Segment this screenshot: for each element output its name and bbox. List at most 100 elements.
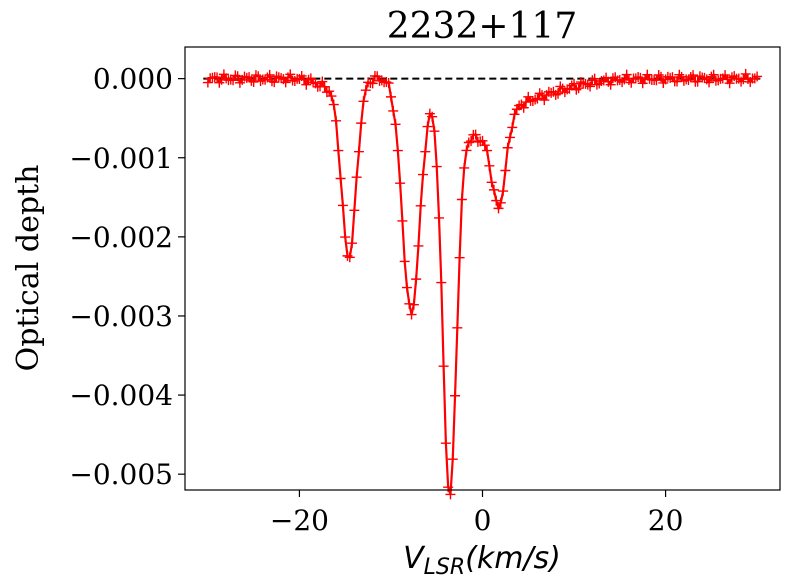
data-point bbox=[708, 69, 719, 80]
data-point bbox=[587, 75, 598, 86]
data-point bbox=[289, 75, 300, 86]
x-axis-label-unit: (km/s) bbox=[465, 541, 561, 576]
data-point bbox=[520, 97, 531, 108]
data-point bbox=[589, 73, 600, 84]
data-point bbox=[566, 80, 577, 91]
data-point bbox=[202, 77, 213, 88]
data-point bbox=[255, 76, 266, 87]
y-axis-label: Optical depth bbox=[11, 165, 46, 372]
data-point bbox=[509, 109, 520, 120]
y-axis: 0.000 −0.001 −0.002 −0.003 −0.004 −0.005 bbox=[69, 63, 185, 491]
data-point bbox=[356, 118, 367, 129]
data-point bbox=[436, 277, 447, 288]
data-point bbox=[488, 184, 499, 195]
data-point bbox=[706, 71, 717, 82]
data-point bbox=[479, 140, 490, 151]
data-point bbox=[504, 132, 515, 143]
data-point bbox=[569, 78, 580, 89]
data-point bbox=[470, 129, 481, 140]
data-point bbox=[440, 438, 451, 449]
data-point bbox=[344, 252, 355, 263]
data-point bbox=[502, 142, 513, 153]
data-point bbox=[635, 72, 646, 83]
data-point bbox=[388, 105, 399, 116]
data-point bbox=[280, 77, 291, 88]
data-point bbox=[269, 77, 280, 88]
data-point bbox=[484, 160, 495, 171]
y-tick-label: −0.005 bbox=[69, 458, 173, 491]
data-point bbox=[367, 78, 378, 89]
data-point bbox=[642, 69, 653, 80]
data-point bbox=[358, 96, 369, 107]
data-point bbox=[585, 81, 596, 92]
data-point bbox=[273, 72, 284, 83]
data-point bbox=[383, 78, 394, 89]
data-point bbox=[575, 77, 586, 88]
data-point bbox=[349, 205, 360, 216]
data-point bbox=[438, 361, 449, 372]
data-point bbox=[623, 75, 634, 86]
data-point bbox=[399, 256, 410, 267]
data-point bbox=[678, 75, 689, 86]
data-point bbox=[326, 91, 337, 102]
data-point bbox=[582, 79, 593, 90]
data-point bbox=[621, 69, 632, 80]
data-point bbox=[507, 122, 518, 133]
data-point bbox=[555, 81, 566, 92]
data-point bbox=[534, 88, 545, 99]
data-point bbox=[571, 84, 582, 95]
data-point bbox=[607, 73, 618, 84]
data-point bbox=[530, 94, 541, 105]
x-tick-label: 0 bbox=[474, 504, 492, 537]
plot-frame bbox=[184, 46, 781, 491]
data-point bbox=[447, 454, 458, 465]
data-point bbox=[260, 74, 271, 85]
data-point bbox=[518, 102, 529, 113]
data-point bbox=[413, 240, 424, 251]
data-point bbox=[580, 78, 591, 89]
x-axis-label-main: V bbox=[403, 541, 426, 576]
data-point bbox=[342, 250, 353, 261]
plot-area bbox=[202, 68, 763, 500]
data-point bbox=[221, 73, 232, 84]
data-point bbox=[459, 162, 470, 173]
data-point bbox=[688, 70, 699, 81]
data-point bbox=[550, 89, 561, 100]
data-point bbox=[498, 186, 509, 197]
data-point bbox=[674, 69, 685, 80]
data-point bbox=[248, 76, 259, 87]
data-point bbox=[415, 200, 426, 211]
data-point bbox=[514, 100, 525, 111]
data-point bbox=[337, 200, 348, 211]
x-axis-label-sub: LSR bbox=[424, 555, 466, 580]
data-point bbox=[450, 390, 461, 401]
data-point bbox=[454, 252, 465, 263]
data-point bbox=[486, 177, 497, 188]
data-point bbox=[351, 172, 362, 183]
data-point bbox=[452, 322, 463, 333]
data-point bbox=[539, 95, 550, 106]
data-point bbox=[644, 73, 655, 84]
data-point bbox=[381, 77, 392, 88]
data-point bbox=[500, 165, 511, 176]
data-point bbox=[319, 81, 330, 92]
data-point bbox=[335, 173, 346, 184]
data-point bbox=[699, 72, 710, 83]
data-point bbox=[653, 69, 664, 80]
data-point bbox=[456, 194, 467, 205]
x-tick-label: 20 bbox=[648, 504, 684, 537]
data-point bbox=[482, 145, 493, 156]
data-point bbox=[246, 75, 257, 86]
data-point bbox=[431, 161, 442, 172]
data-point bbox=[347, 238, 358, 249]
data-point bbox=[331, 115, 342, 126]
data-point bbox=[250, 70, 261, 81]
data-point bbox=[466, 136, 477, 147]
data-point bbox=[397, 215, 408, 226]
data-point bbox=[740, 68, 751, 79]
chart-title: 2232+117 bbox=[387, 6, 578, 47]
data-point bbox=[660, 74, 671, 85]
data-point bbox=[408, 299, 419, 310]
data-point bbox=[445, 489, 456, 500]
